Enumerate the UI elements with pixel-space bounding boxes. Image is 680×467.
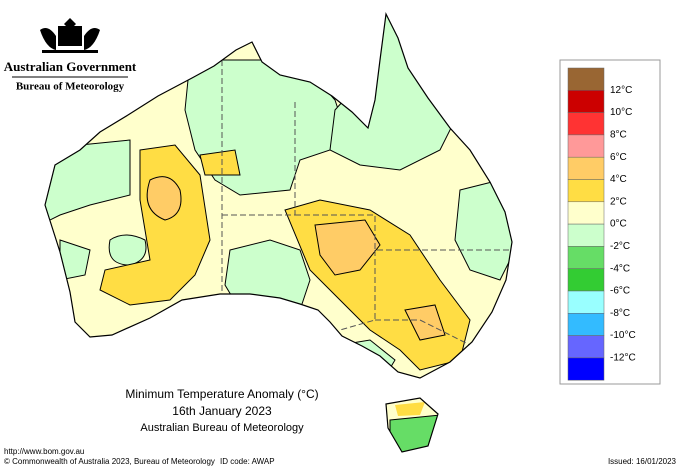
legend-label: 4°C	[610, 174, 627, 185]
crest	[40, 18, 100, 53]
legend-swatch	[567, 67, 605, 91]
legend-label: 2°C	[610, 196, 627, 207]
legend-swatch	[567, 335, 605, 359]
id-code: ID code: AWAP	[220, 457, 275, 466]
issued: Issued: 16/01/2023	[608, 457, 677, 466]
legend-swatch	[567, 134, 605, 158]
legend-label: 8°C	[610, 130, 627, 141]
legend-swatch	[567, 179, 605, 203]
legend-label: -10°C	[610, 330, 636, 341]
map-source: Australian Bureau of Meteorology	[140, 422, 304, 434]
legend-label: 6°C	[610, 152, 627, 163]
copyright: © Commonwealth of Australia 2023, Bureau…	[4, 457, 215, 466]
legend-label: 10°C	[610, 107, 632, 118]
legend-label: 0°C	[610, 219, 627, 230]
legend-label: -2°C	[610, 241, 630, 252]
legend-swatch	[567, 290, 605, 314]
legend-swatch	[567, 112, 605, 136]
legend-swatch	[567, 201, 605, 225]
map-title: Minimum Temperature Anomaly (°C)	[125, 387, 318, 401]
legend-label: -6°C	[610, 286, 630, 297]
legend-label: 12°C	[610, 85, 632, 96]
legend-swatch	[567, 223, 605, 247]
legend-swatch	[567, 268, 605, 292]
legend-swatch	[567, 313, 605, 336]
map-date: 16th January 2023	[172, 404, 272, 418]
legend-swatch	[567, 357, 605, 381]
legend-label: -4°C	[610, 263, 630, 274]
legend-label: -12°C	[610, 353, 636, 364]
legend: 12°C 10°C 8°C 6°C 4°C 2°C 0°C -2°C -4°C -6°C -8°C -…	[559, 59, 661, 385]
url: http://www.bom.gov.au	[4, 447, 84, 456]
legend-label: -8°C	[610, 308, 630, 319]
legend-swatch	[567, 156, 605, 180]
legend-swatch	[567, 90, 605, 113]
government-name: Australian Government	[4, 59, 137, 74]
agency-name: Bureau of Meteorology	[16, 81, 125, 93]
legend-swatch	[567, 246, 605, 269]
